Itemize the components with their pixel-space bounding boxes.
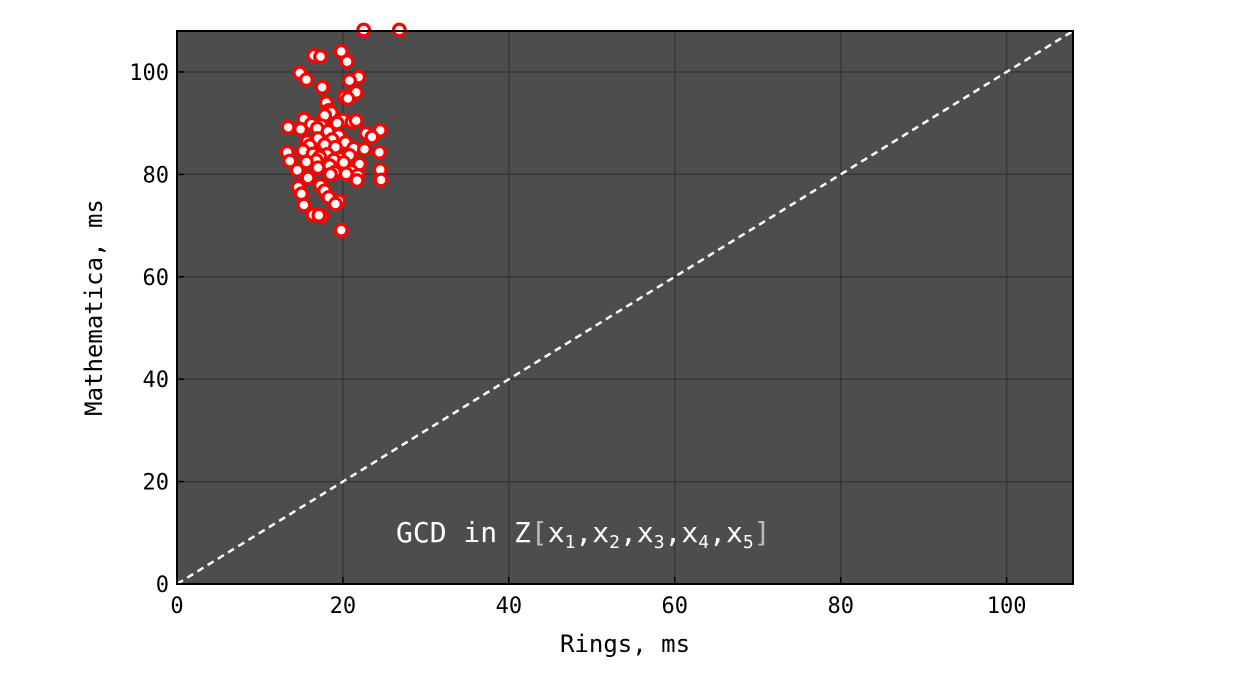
y-tick-label: 40 [143, 368, 170, 393]
chart-annotation: GCD in Z[x1,x2,x3,x4,x5] [396, 516, 771, 553]
x-tick-label: 100 [987, 594, 1027, 619]
data-point [391, 22, 407, 38]
annotation-subscript: 5 [743, 532, 754, 553]
x-tick-label: 60 [662, 594, 689, 619]
data-point [340, 91, 356, 106]
x-tick-label: 80 [827, 594, 854, 619]
annotation-separator: , [620, 516, 637, 549]
annotation-subscript: 3 [654, 532, 665, 553]
data-point [328, 196, 343, 212]
data-point [349, 173, 365, 188]
data-point [333, 222, 349, 238]
y-tick-label: 0 [156, 573, 169, 598]
data-point [293, 121, 309, 137]
data-point [311, 207, 327, 223]
x-tick-label: 0 [170, 594, 183, 619]
annotation-separator: , [575, 516, 592, 549]
data-point [348, 113, 364, 129]
annotation-separator: , [665, 516, 682, 549]
data-point [357, 141, 372, 157]
data-point [296, 197, 312, 213]
y-axis-label: Mathematica, ms [80, 199, 108, 416]
x-axis-label: Rings, ms [560, 630, 690, 658]
data-point [289, 162, 305, 178]
y-tick-label: 60 [143, 266, 170, 291]
annotation-subscript: 1 [565, 532, 576, 553]
y-tick-label: 80 [143, 163, 170, 188]
x-axis-ticks: 0 20 40 60 80 100 [170, 577, 1027, 619]
data-point [310, 160, 326, 176]
annotation-variable: x [726, 516, 743, 549]
annotation-subscript: 2 [609, 532, 620, 553]
data-point [372, 144, 387, 160]
data-point [299, 154, 314, 170]
data-point [323, 166, 338, 182]
data-point [313, 49, 328, 65]
data-point [373, 172, 389, 188]
data-point [282, 153, 298, 169]
data-point [364, 129, 380, 145]
data-points [279, 22, 407, 238]
data-point [342, 73, 357, 89]
annotation-bracket: [ [531, 516, 548, 549]
data-point [300, 170, 316, 186]
annotation-separator: , [709, 516, 726, 549]
reference-diagonal-line [176, 29, 1074, 586]
data-point [299, 72, 314, 88]
y-tick-label: 100 [129, 61, 169, 86]
y-tick-label: 20 [143, 471, 170, 496]
data-point [356, 22, 372, 38]
data-point [314, 79, 330, 95]
y-axis-ticks: 0 20 40 60 80 100 [129, 61, 184, 598]
annotation-variable: x [681, 516, 698, 549]
data-point [339, 54, 355, 70]
x-tick-label: 40 [496, 594, 523, 619]
annotation-variable: x [548, 516, 565, 549]
annotation-variable: x [637, 516, 654, 549]
annotation-base: GCD in Z [396, 516, 531, 549]
plot-frame [176, 30, 1074, 585]
data-point [280, 119, 296, 135]
x-tick-label: 20 [330, 594, 357, 619]
annotation-bracket: ] [754, 516, 771, 549]
annotation-subscript: 4 [698, 532, 709, 553]
annotation-variable: x [592, 516, 609, 549]
